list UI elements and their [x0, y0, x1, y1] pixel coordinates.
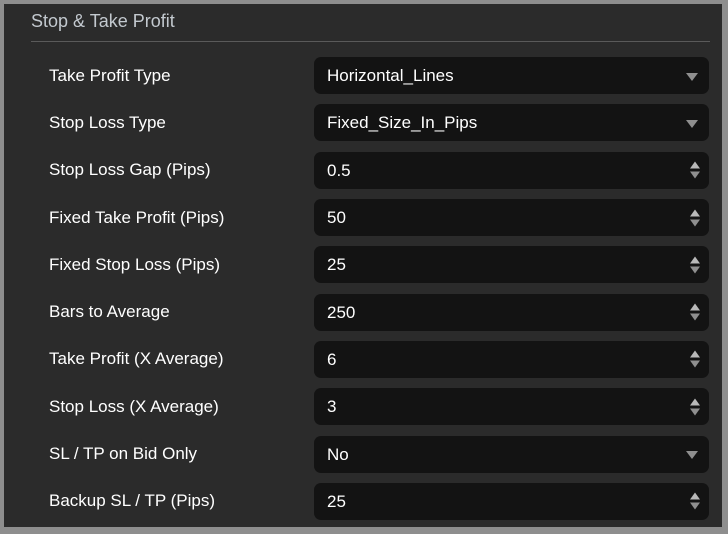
take-profit-type-select[interactable]: Horizontal_Lines [314, 57, 709, 95]
spinner-buttons[interactable] [690, 303, 700, 321]
select-value: No [327, 444, 349, 464]
fixed-stop-loss-input[interactable]: 25 [314, 246, 709, 284]
spin-down-icon[interactable] [690, 266, 700, 274]
spin-up-icon[interactable] [690, 350, 700, 358]
backup-sl-tp-input[interactable]: 25 [314, 482, 709, 520]
spin-down-icon[interactable] [690, 502, 700, 510]
input-value: 50 [327, 208, 346, 228]
spinner-buttons[interactable] [690, 161, 700, 179]
spin-down-icon[interactable] [690, 219, 700, 227]
spin-up-icon[interactable] [690, 209, 700, 217]
select-value: Fixed_Size_In_Pips [327, 113, 478, 133]
row-fixed-take-profit: Fixed Take Profit (Pips) 50 [4, 194, 722, 241]
spinner-buttons[interactable] [690, 256, 700, 274]
setting-label: Fixed Stop Loss (Pips) [49, 254, 221, 274]
spin-down-icon[interactable] [690, 408, 700, 416]
row-take-profit-type: Take Profit Type Horizontal_Lines [4, 52, 722, 99]
setting-label: Fixed Take Profit (Pips) [49, 207, 225, 227]
spinner-buttons[interactable] [690, 350, 700, 368]
settings-rows: Take Profit Type Horizontal_Lines Stop L… [4, 52, 722, 525]
setting-label: SL / TP on Bid Only [49, 444, 198, 464]
stop-loss-x-average-input[interactable]: 3 [314, 388, 709, 426]
row-take-profit-x-average: Take Profit (X Average) 6 [4, 336, 722, 383]
spin-down-icon[interactable] [690, 171, 700, 179]
setting-label: Take Profit (X Average) [49, 349, 224, 369]
take-profit-x-average-input[interactable]: 6 [314, 340, 709, 378]
spinner-buttons[interactable] [690, 209, 700, 227]
bars-to-average-input[interactable]: 250 [314, 293, 709, 331]
input-value: 250 [327, 302, 356, 322]
setting-label: Stop Loss Gap (Pips) [49, 160, 211, 180]
spin-up-icon[interactable] [690, 398, 700, 406]
row-stop-loss-type: Stop Loss Type Fixed_Size_In_Pips [4, 99, 722, 146]
section-title: Stop & Take Profit [31, 10, 710, 42]
chevron-down-icon [686, 451, 698, 460]
input-value: 25 [327, 255, 346, 275]
spinner-buttons[interactable] [690, 398, 700, 416]
spin-down-icon[interactable] [690, 360, 700, 368]
setting-label: Stop Loss (X Average) [49, 396, 219, 416]
spin-up-icon[interactable] [690, 256, 700, 264]
spin-up-icon[interactable] [690, 303, 700, 311]
row-stop-loss-x-average: Stop Loss (X Average) 3 [4, 383, 722, 430]
sl-tp-on-bid-only-select[interactable]: No [314, 435, 709, 473]
select-value: Horizontal_Lines [327, 66, 454, 86]
input-value: 25 [327, 491, 346, 511]
input-value: 0.5 [327, 160, 351, 180]
row-sl-tp-on-bid-only: SL / TP on Bid Only No [4, 430, 722, 477]
setting-label: Take Profit Type [49, 65, 171, 85]
chevron-down-icon [686, 119, 698, 128]
setting-label: Stop Loss Type [49, 112, 166, 132]
spinner-buttons[interactable] [690, 492, 700, 510]
chevron-down-icon [686, 72, 698, 81]
row-bars-to-average: Bars to Average 250 [4, 288, 722, 335]
fixed-take-profit-input[interactable]: 50 [314, 199, 709, 237]
setting-label: Bars to Average [49, 302, 170, 322]
row-backup-sl-tp: Backup SL / TP (Pips) 25 [4, 478, 722, 525]
input-value: 6 [327, 349, 337, 369]
stop-loss-gap-input[interactable]: 0.5 [314, 151, 709, 189]
setting-label: Backup SL / TP (Pips) [49, 491, 215, 511]
stop-loss-type-select[interactable]: Fixed_Size_In_Pips [314, 104, 709, 142]
row-fixed-stop-loss: Fixed Stop Loss (Pips) 25 [4, 241, 722, 288]
spin-up-icon[interactable] [690, 492, 700, 500]
row-stop-loss-gap: Stop Loss Gap (Pips) 0.5 [4, 147, 722, 194]
input-value: 3 [327, 397, 337, 417]
spin-up-icon[interactable] [690, 161, 700, 169]
spin-down-icon[interactable] [690, 313, 700, 321]
